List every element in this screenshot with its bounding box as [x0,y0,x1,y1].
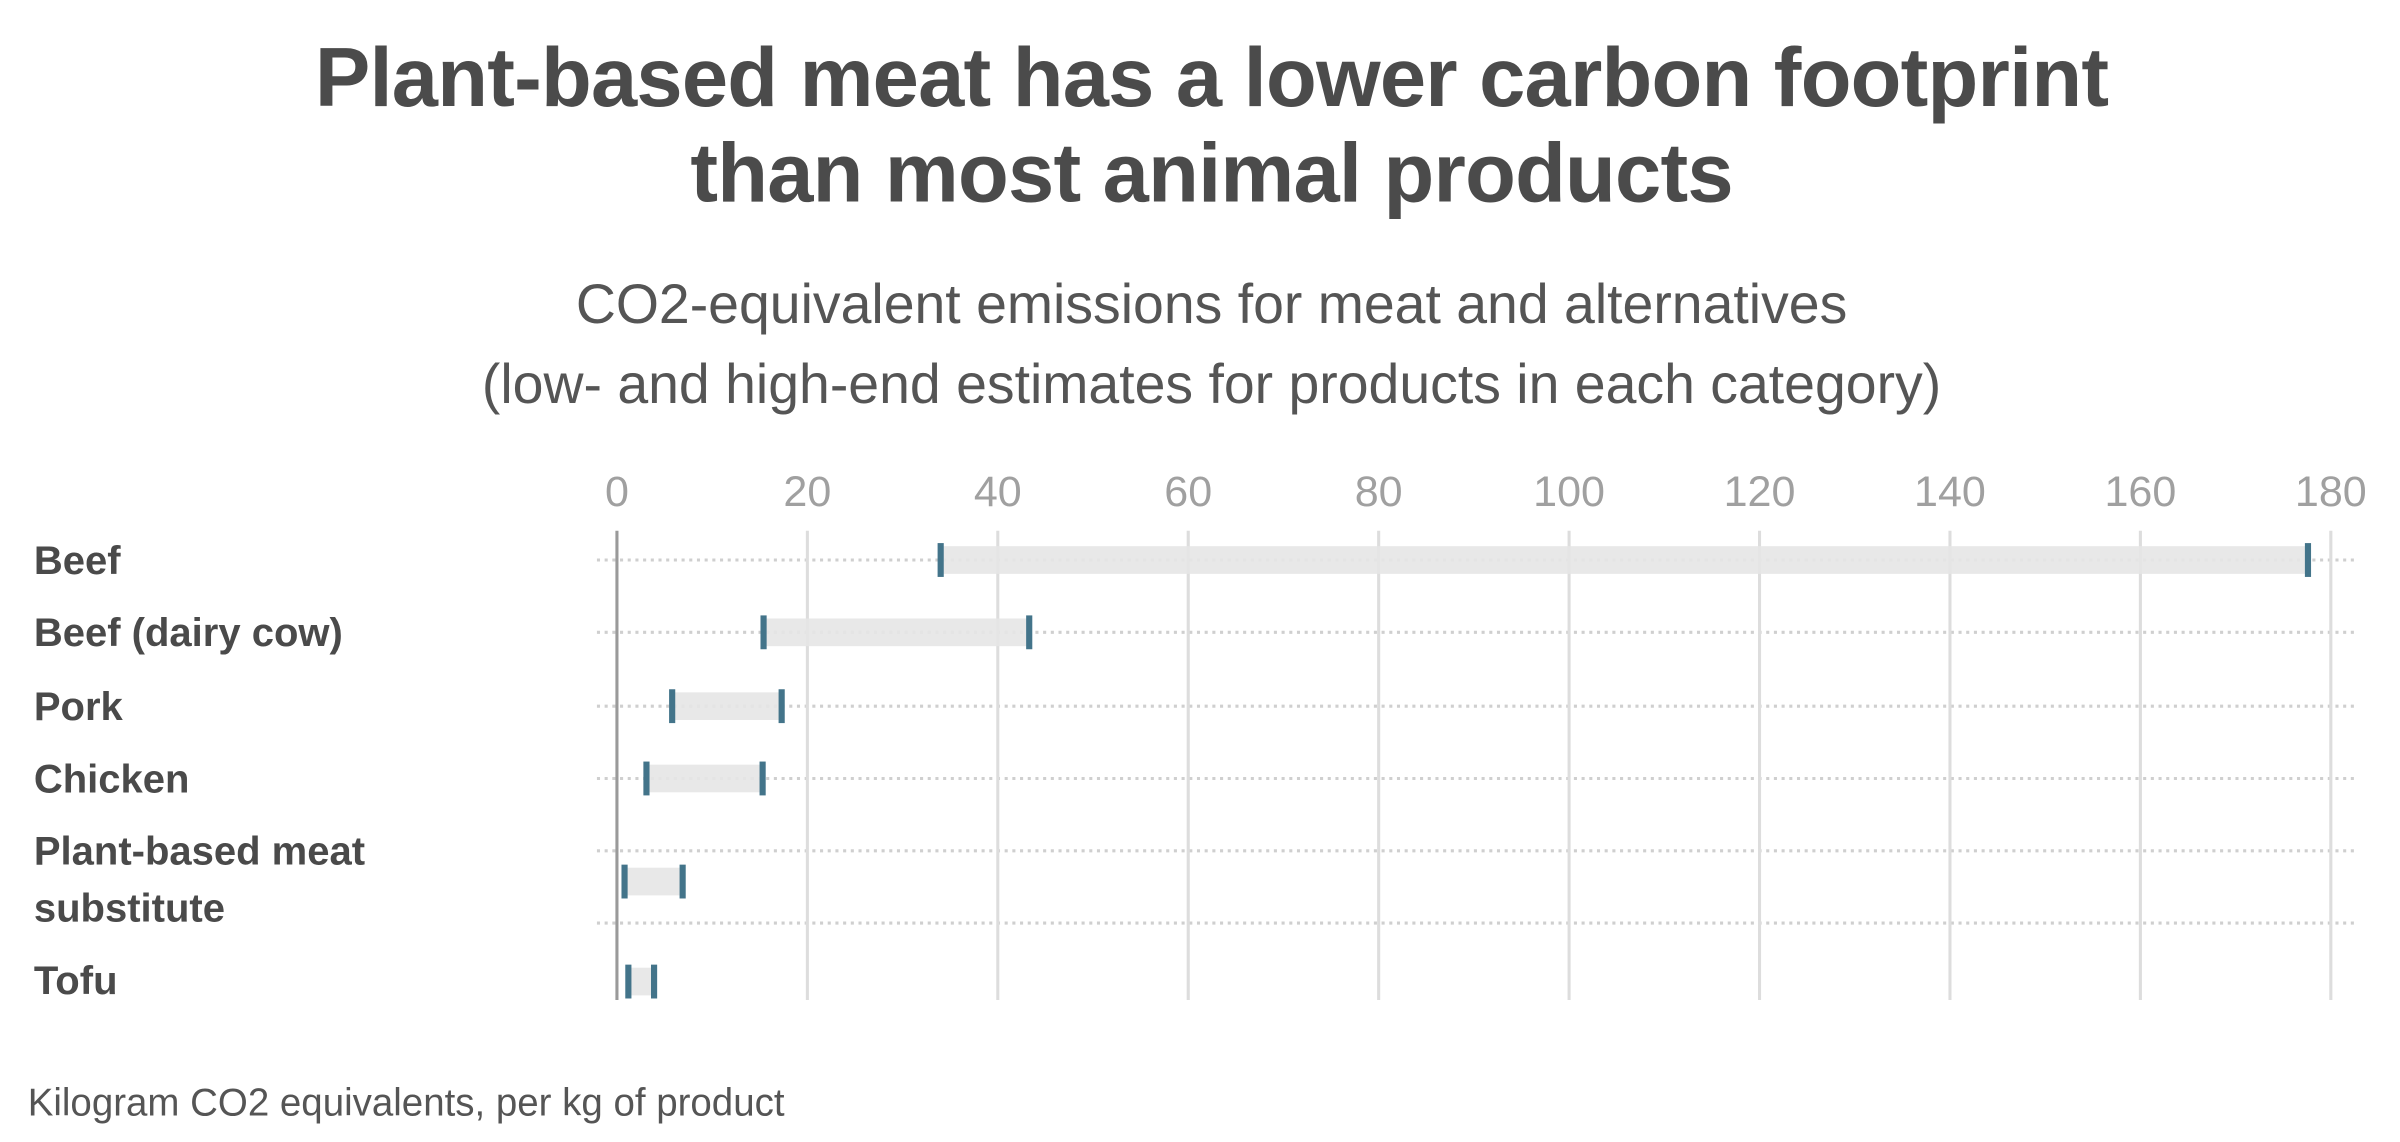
high-marker-chicken [759,761,766,796]
x-tick-label-80: 80 [1355,468,1403,516]
low-marker-pork [669,689,676,724]
high-marker-pork [778,689,785,724]
row-label-tofu: Tofu [33,956,118,1004]
high-marker-beef-dairy-cow [1026,615,1033,650]
row-label-plant-based-line-2: substitute [33,884,225,931]
range-bar-plant-based-meat-substitute [624,867,683,896]
range-bar-chicken [646,764,763,793]
low-marker-beef [937,543,944,577]
low-marker-tofu [625,964,632,999]
range-bar-beef-dairy-cow [763,618,1030,647]
x-tick-label-40: 40 [974,468,1022,516]
chart-subtitle-line-2: (low- and high-end estimates for product… [481,352,1942,416]
x-tick-label-100: 100 [1533,468,1605,516]
x-tick-label-0: 0 [605,468,629,516]
chart-subtitle-line-1: CO2-equivalent emissions for meat and al… [575,272,1848,336]
x-tick-label-160: 160 [2104,468,2176,516]
x-tick-label-140: 140 [1914,468,1986,516]
row-label-chicken: Chicken [33,755,190,802]
row-label-beef-dairy-cow: Beef (dairy cow) [33,609,343,656]
high-marker-beef [2304,543,2312,577]
low-marker-plant-based-meat-substitute [621,864,628,899]
x-tick-label-180: 180 [2295,468,2367,516]
high-marker-plant-based-meat-substitute [679,864,686,899]
row-label-pork: Pork [33,683,123,730]
x-axis-unit-label: Kilogram CO2 equivalents, per kg of prod… [27,1081,785,1125]
row-label-plant-based-line-1: Plant-based meat [33,827,366,874]
range-bar-tofu [628,967,655,996]
range-bar-pork [672,692,782,721]
low-marker-chicken [643,761,650,796]
x-tick-label-20: 20 [783,468,831,516]
range-bar-beef [940,546,2308,574]
x-tick-label-60: 60 [1164,468,1212,516]
low-marker-beef-dairy-cow [760,615,767,650]
x-tick-label-120: 120 [1724,468,1796,516]
chart-title-line-2: than most animal products [690,127,1733,221]
high-marker-tofu [650,964,658,999]
chart-title-line-1: Plant-based meat has a lower carbon foot… [314,32,2109,125]
row-label-beef: Beef [33,536,121,584]
